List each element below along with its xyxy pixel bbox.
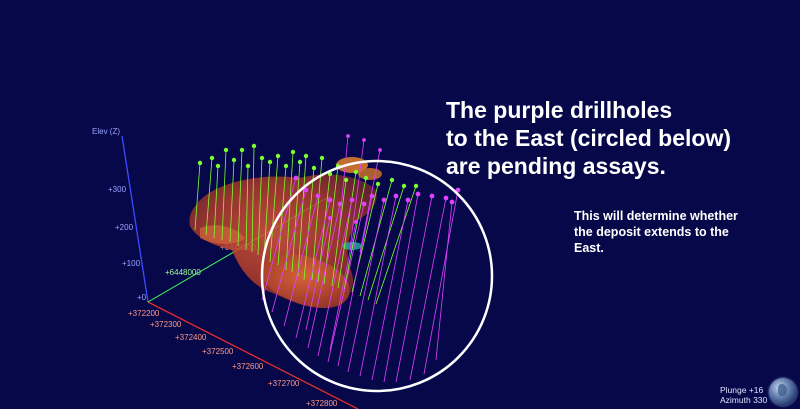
headline-annotation: The purple drillholes to the East (circl… <box>446 96 786 180</box>
x-tick-label: +372500 <box>202 347 234 356</box>
z-axis-labels: Elev (Z) +300 +200 +100 +0 <box>92 127 147 302</box>
orebody-model[interactable] <box>189 157 382 309</box>
headline-line: are pending assays. <box>446 153 666 179</box>
x-tick-label: +372400 <box>175 333 207 342</box>
z-tick-label: +0 <box>137 293 147 302</box>
view-orientation-readout: Plunge +16 Azimuth 330 <box>720 385 767 405</box>
note-line: East. <box>574 241 604 255</box>
x-tick-label: +372300 <box>150 320 182 329</box>
x-tick-label: +372800 <box>306 399 338 408</box>
headline-line: to the East (circled below) <box>446 125 731 151</box>
note-annotation: This will determine whether the deposit … <box>574 208 784 256</box>
z-tick-label: +100 <box>122 259 141 268</box>
note-line: the deposit extends to the <box>574 225 729 239</box>
globe-land-shape <box>778 384 787 396</box>
note-line: This will determine whether <box>574 209 738 223</box>
y-tick-label: +6448000 <box>165 268 201 277</box>
x-tick-label: +372200 <box>128 309 160 318</box>
x-axis-labels: +372200 +372300 +372400 +372500 +372600 … <box>128 309 338 408</box>
z-axis-title: Elev (Z) <box>92 127 120 136</box>
globe-icon[interactable] <box>769 378 797 406</box>
z-tick-label: +300 <box>108 185 127 194</box>
pending-area-circle <box>260 159 494 393</box>
azimuth-readout: Azimuth 330 <box>720 395 768 405</box>
headline-line: The purple drillholes <box>446 97 673 123</box>
x-tick-label: +372700 <box>268 379 300 388</box>
plunge-readout: Plunge +16 <box>720 385 764 395</box>
x-tick-label: +372600 <box>232 362 264 371</box>
z-tick-label: +200 <box>115 223 134 232</box>
drillholes-pending[interactable] <box>261 134 461 383</box>
